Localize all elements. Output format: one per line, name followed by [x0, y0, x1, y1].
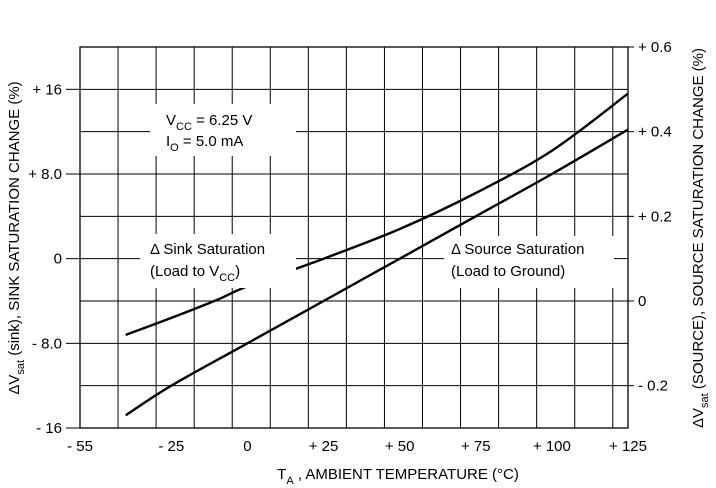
x-tick-labels: - 55 - 25 0 + 25 + 50 + 75 + 100 + 125	[67, 438, 647, 455]
right-axis-label: ΔVsat (SOURCE), SOURCE SATURATION CHANGE…	[690, 48, 711, 428]
x-tick-label: - 25	[158, 438, 184, 455]
series-curves	[125, 92, 629, 417]
x-tick-label: 0	[243, 438, 251, 455]
left-tick-labels: - 16 - 8.0 0 + 8.0 + 16	[28, 81, 80, 437]
left-tick-label: 0	[54, 251, 62, 268]
left-tick-label: - 16	[36, 420, 62, 437]
sink-saturation-curve	[125, 92, 629, 337]
right-tick-label: + 0.6	[638, 39, 672, 56]
conditions-annotation: VCC = 6.25 V IO = 5.0 mA	[150, 104, 296, 156]
x-tick-label: + 25	[309, 438, 339, 455]
left-tick-label: - 8.0	[32, 335, 62, 352]
vcc-condition: VCC = 6.25 V	[166, 112, 252, 133]
sink-label-line2: (Load to VCC)	[150, 263, 240, 284]
source-label-line1: Δ Source Saturation	[451, 241, 584, 258]
left-tick-label: + 16	[32, 81, 62, 98]
sink-saturation-annotation: Δ Sink Saturation (Load to VCC)	[140, 234, 296, 288]
x-tick-label: + 50	[385, 438, 415, 455]
right-tick-label: 0	[638, 293, 646, 310]
source-saturation-curve	[125, 128, 629, 417]
sink-label-line1: Δ Sink Saturation	[150, 241, 265, 258]
source-label-line2: (Load to Ground)	[451, 263, 565, 280]
plot-frame	[79, 46, 629, 429]
x-tick-label: + 100	[533, 438, 571, 455]
right-tick-label: - 0.2	[638, 378, 668, 395]
source-saturation-annotation: Δ Source Saturation (Load to Ground)	[444, 236, 614, 288]
x-axis-label: TA , AMBIENT TEMPERATURE (°C)	[277, 466, 519, 487]
io-condition: IO = 5.0 mA	[166, 133, 243, 154]
left-axis-label: ΔVsat (sink), SINK SATURATION CHANGE (%)	[6, 81, 27, 394]
right-tick-label: + 0.4	[638, 124, 672, 141]
right-tick-labels: - 0.2 0 + 0.2 + 0.4 + 0.6	[628, 39, 672, 395]
right-tick-label: + 0.2	[638, 208, 672, 225]
x-tick-label: + 125	[609, 438, 647, 455]
x-tick-label: + 75	[461, 438, 491, 455]
left-tick-label: + 8.0	[28, 166, 62, 183]
x-tick-label: - 55	[67, 438, 93, 455]
